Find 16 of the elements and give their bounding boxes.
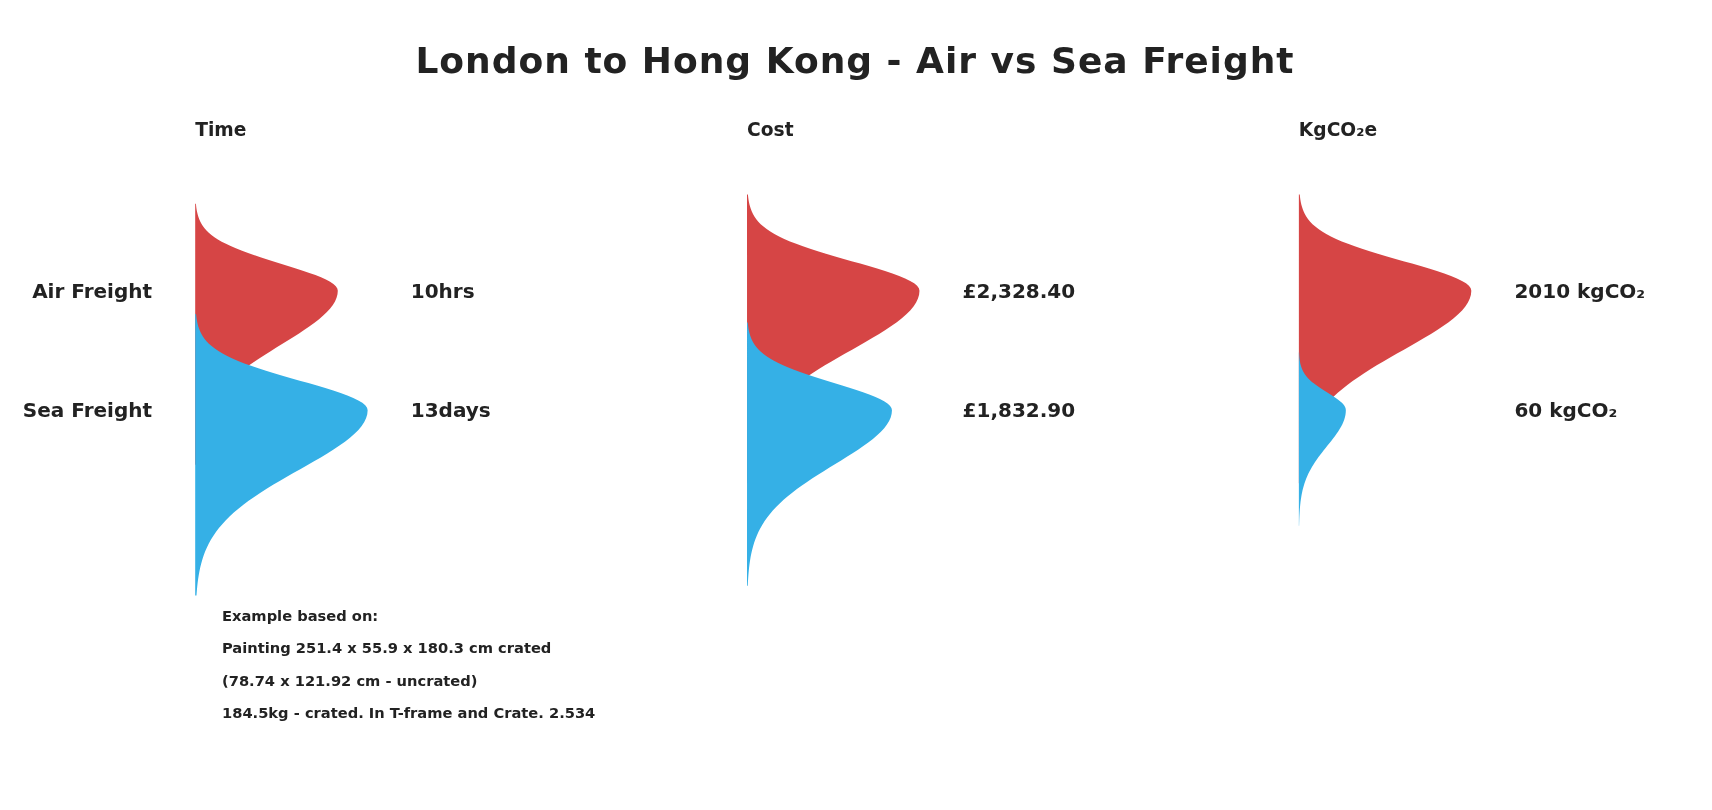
data-label: 13days [410, 398, 491, 423]
text: 184.5kg - crated. In T-frame and Crate. 2.534 [222, 703, 596, 721]
data-label: £1,832.90 [962, 398, 1076, 423]
data-label: 2010 kgCO₂ [1514, 278, 1646, 303]
category-label: Sea Freight [22, 398, 153, 423]
text: Example based on: [222, 607, 379, 624]
text: (78.74 x 121.92 cm - uncrated) [222, 671, 478, 689]
data-label: 10hrs [410, 278, 475, 303]
category-label: Air Freight [32, 278, 153, 303]
data-label: 60 kgCO₂ [1514, 398, 1618, 423]
text: Painting 251.4 x 55.9 x 180.3 cm crated [222, 639, 552, 657]
text: Cost [747, 118, 794, 140]
text: KgCO₂e [1298, 118, 1378, 140]
text: London to Hong Kong - Air vs Sea Freight [415, 39, 1295, 83]
data-label: £2,328.40 [962, 278, 1076, 303]
text: Time [195, 118, 247, 140]
